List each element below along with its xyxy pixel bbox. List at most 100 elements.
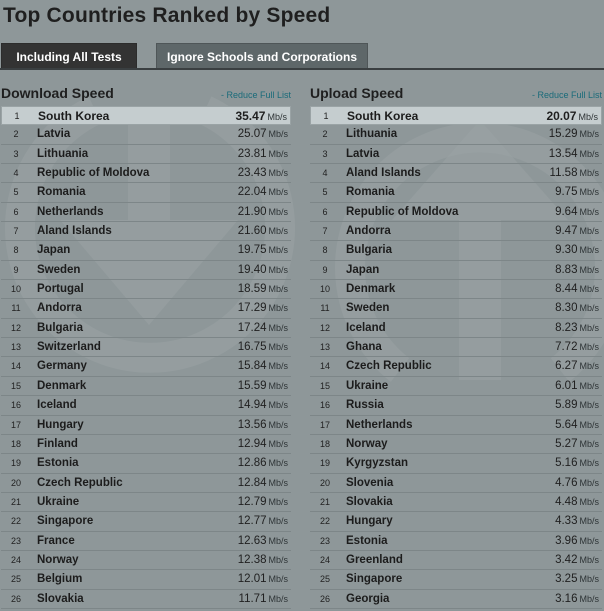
speed-value: 3.25 — [555, 573, 578, 586]
speed-unit: Mb/s — [268, 168, 288, 179]
country-cell: Andorra — [346, 225, 391, 238]
speed-value: 4.33 — [555, 515, 578, 528]
rank-cell: 7 — [322, 226, 328, 237]
country-cell: Bulgaria — [346, 244, 393, 257]
country-cell: Estonia — [37, 457, 79, 470]
speed-unit: Mb/s — [579, 342, 599, 353]
speed-cell: 15.29 Mb/s — [549, 125, 599, 144]
upload-reduce-link[interactable]: - Reduce Full List — [531, 90, 602, 100]
country-cell: Russia — [346, 399, 384, 412]
speed-value: 23.81 — [237, 147, 267, 160]
speed-cell: 9.47 Mb/s — [555, 222, 599, 241]
rank-cell: 6 — [13, 206, 19, 217]
table-row: 11 Sweden 8.30 Mb/s — [310, 299, 602, 319]
speed-cell: 18.59 Mb/s — [238, 280, 288, 299]
country-cell: Japan — [37, 244, 71, 257]
country-cell: Aland Islands — [37, 225, 112, 238]
tab-ignore-schools-corporations[interactable]: Ignore Schools and Corporations — [156, 43, 368, 69]
speed-value: 11.71 — [238, 592, 267, 605]
country-cell: Republic of Moldova — [37, 167, 150, 180]
speed-value: 9.30 — [555, 244, 578, 257]
country-cell: Denmark — [346, 283, 396, 296]
table-row: 19 Kyrgyzstan 5.16 Mb/s — [310, 454, 602, 474]
rank-cell: 1 — [323, 111, 329, 121]
rank-cell: 4 — [322, 168, 328, 179]
speed-unit: Mb/s — [268, 245, 288, 256]
table-row: 15 Denmark 15.59 Mb/s — [1, 377, 291, 397]
rank-cell: 10 — [10, 284, 21, 295]
rank-cell: 24 — [10, 554, 21, 565]
speed-value: 12.01 — [237, 573, 267, 586]
speed-value: 4.76 — [555, 476, 578, 489]
table-row: 26 Georgia 3.16 Mb/s — [310, 590, 602, 609]
speed-value: 5.64 — [555, 418, 578, 431]
speed-unit: Mb/s — [579, 206, 599, 217]
table-row: 11 Andorra 17.29 Mb/s — [1, 299, 291, 319]
speed-unit: Mb/s — [268, 380, 288, 391]
rank-cell: 2 — [13, 129, 19, 140]
tab-including-all-tests[interactable]: Including All Tests — [1, 43, 137, 69]
country-cell: Kyrgyzstan — [346, 457, 408, 470]
country-cell: Aland Islands — [346, 167, 421, 180]
rank-cell: 6 — [322, 206, 328, 217]
table-row: 24 Greenland 3.42 Mb/s — [310, 551, 602, 571]
speed-cell: 7.72 Mb/s — [555, 338, 599, 357]
speed-value: 12.86 — [237, 457, 267, 470]
country-cell: Iceland — [346, 321, 386, 334]
table-row: 17 Hungary 13.56 Mb/s — [1, 416, 291, 435]
download-reduce-link[interactable]: - Reduce Full List — [220, 90, 291, 100]
country-cell: Ukraine — [37, 495, 80, 508]
speed-cell: 12.94 Mb/s — [238, 435, 288, 454]
speed-unit: Mb/s — [579, 477, 599, 488]
speed-unit: Mb/s — [268, 129, 288, 140]
country-cell: Norway — [37, 553, 79, 566]
country-cell: Ghana — [346, 341, 382, 354]
table-row: 9 Japan 8.83 Mb/s — [310, 261, 602, 281]
rank-cell: 3 — [322, 148, 328, 159]
speed-unit: Mb/s — [579, 361, 599, 372]
rank-cell: 22 — [319, 516, 330, 527]
upload-list: 1 South Korea 20.07 Mb/s 2 Lithuania 15.29 Mb/s… — [310, 106, 602, 609]
speed-value: 9.64 — [555, 205, 578, 218]
country-cell: Lithuania — [37, 147, 89, 160]
speed-unit: Mb/s — [268, 477, 288, 488]
table-row: 19 Estonia 12.86 Mb/s — [1, 454, 291, 474]
download-header: Download Speed - Reduce Full List — [1, 70, 291, 106]
speed-cell: 12.38 Mb/s — [238, 551, 288, 570]
speed-value: 18.59 — [237, 283, 267, 296]
speed-value: 15.29 — [548, 128, 578, 141]
speed-cell: 6.27 Mb/s — [555, 357, 599, 376]
speed-unit: Mb/s — [579, 284, 599, 295]
speed-unit: Mb/s — [268, 264, 288, 275]
speed-unit: Mb/s — [579, 535, 599, 546]
rank-cell: 5 — [13, 187, 19, 198]
speed-cell: 13.54 Mb/s — [549, 145, 599, 164]
speed-unit: Mb/s — [268, 496, 288, 507]
speed-cell: 15.84 Mb/s — [238, 357, 288, 376]
table-row: 5 Romania 9.75 Mb/s — [310, 183, 602, 203]
rank-cell: 26 — [319, 593, 330, 604]
speed-value: 11.58 — [549, 167, 578, 180]
rank-cell: 18 — [319, 438, 330, 449]
speed-value: 20.07 — [546, 109, 577, 123]
table-row: 10 Denmark 8.44 Mb/s — [310, 280, 602, 300]
country-cell: Netherlands — [346, 418, 413, 431]
speed-cell: 8.23 Mb/s — [555, 319, 599, 338]
speed-cell: 21.60 Mb/s — [238, 222, 288, 241]
table-row: 18 Norway 5.27 Mb/s — [310, 435, 602, 455]
speed-unit: Mb/s — [267, 112, 287, 122]
rank-cell: 13 — [10, 342, 21, 353]
speed-value: 3.42 — [555, 553, 578, 566]
speed-cell: 22.04 Mb/s — [238, 183, 288, 202]
speed-value: 8.83 — [555, 263, 578, 276]
speed-value: 3.16 — [555, 592, 578, 605]
speed-value: 15.59 — [237, 379, 267, 392]
country-cell: Belgium — [37, 573, 83, 586]
speed-unit: Mb/s — [268, 574, 288, 585]
rank-cell: 9 — [13, 264, 19, 275]
speed-value: 8.23 — [555, 321, 578, 334]
table-row: 21 Ukraine 12.79 Mb/s — [1, 493, 291, 513]
speed-cell: 9.30 Mb/s — [555, 241, 599, 260]
rank-cell: 22 — [10, 516, 21, 527]
speed-unit: Mb/s — [268, 361, 288, 372]
